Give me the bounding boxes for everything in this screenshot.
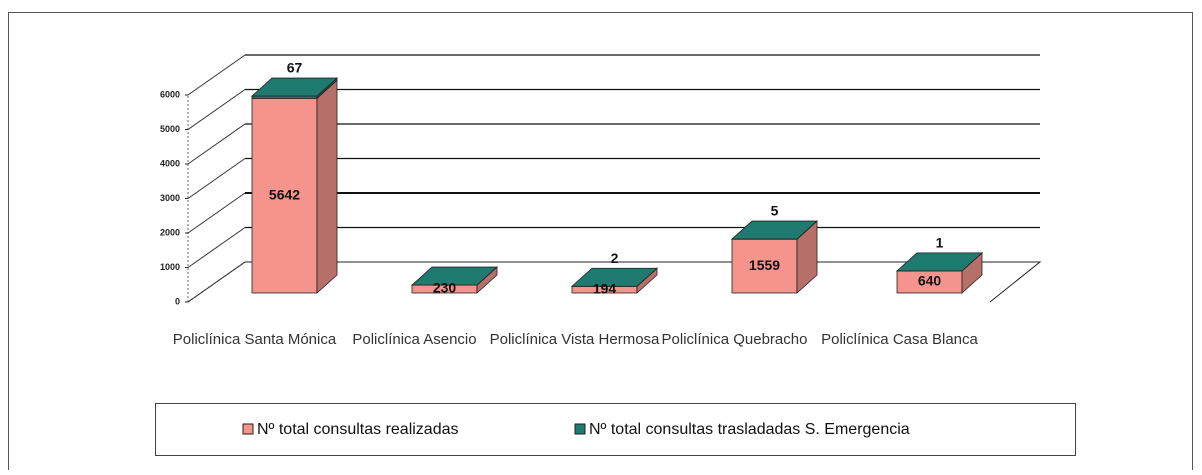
wall-line bbox=[188, 124, 245, 164]
y-tick-label: 6000 bbox=[160, 89, 180, 99]
x-tick-label: Policlínica Quebracho bbox=[662, 331, 808, 348]
legend-label: Nº total consultas realizadas bbox=[257, 421, 459, 438]
bar-side bbox=[317, 80, 337, 293]
wall-line bbox=[188, 159, 245, 199]
wall-line bbox=[188, 90, 245, 130]
data-label: 194 bbox=[593, 280, 617, 296]
data-label: 5642 bbox=[269, 186, 300, 202]
wall-line bbox=[188, 228, 245, 268]
y-tick-label: 4000 bbox=[160, 158, 180, 168]
legend-label: Nº total consultas trasladadas S. Emerge… bbox=[589, 421, 910, 438]
legend-swatch bbox=[243, 424, 253, 434]
wall-line bbox=[188, 55, 245, 95]
data-label: 2 bbox=[611, 250, 619, 266]
data-label: 67 bbox=[287, 60, 303, 76]
data-label: 640 bbox=[918, 273, 942, 289]
chart-frame bbox=[9, 13, 1193, 471]
legend-swatch bbox=[575, 424, 585, 434]
data-label: 1 bbox=[936, 235, 944, 251]
x-tick-label: Policlínica Asencio bbox=[352, 331, 476, 348]
x-tick-label: Policlínica Vista Hermosa bbox=[490, 331, 660, 348]
y-tick-label: 1000 bbox=[160, 262, 180, 272]
data-label: 1559 bbox=[749, 257, 780, 273]
wall-line bbox=[188, 193, 245, 233]
y-tick-label: 3000 bbox=[160, 193, 180, 203]
x-tick-label: Policlínica Casa Blanca bbox=[821, 331, 978, 348]
data-label: 5 bbox=[771, 203, 779, 219]
y-tick-label: 0 bbox=[175, 296, 180, 306]
x-tick-label: Policlínica Santa Mónica bbox=[173, 331, 337, 348]
y-tick-label: 2000 bbox=[160, 227, 180, 237]
data-label: 230 bbox=[433, 280, 457, 296]
y-tick-label: 5000 bbox=[160, 124, 180, 134]
